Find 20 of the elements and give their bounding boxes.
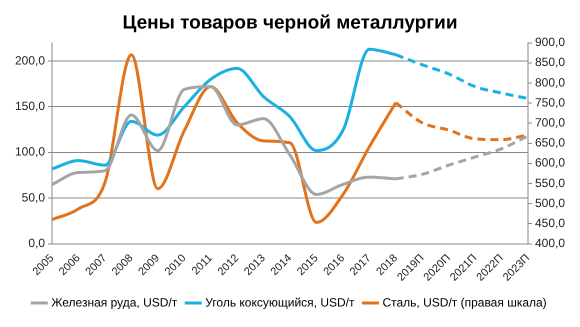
- y2-tick-label: 500,0: [534, 196, 566, 210]
- y2-tick-label: 550,0: [534, 176, 566, 190]
- y2-tick-label: 700,0: [534, 116, 566, 130]
- y-tick-label: 200,0: [15, 53, 46, 68]
- y2-tick-label: 800,0: [534, 75, 566, 90]
- y2-tick-label: 600,0: [534, 156, 566, 170]
- y2-tick-label: 850,0: [534, 55, 566, 70]
- y-tick-label: 0,0: [28, 236, 46, 250]
- y2-tick-label: 750,0: [534, 95, 566, 110]
- legend-label: Сталь, USD/т (правая шкала): [382, 295, 547, 310]
- y2-tick-label: 400,0: [534, 236, 566, 250]
- legend-label: Железная руда, USD/т: [51, 295, 178, 310]
- y-tick-label: 150,0: [15, 99, 46, 114]
- chart-title: Цены товаров черной металлургии: [122, 12, 458, 34]
- y-tick-label: 100,0: [15, 144, 46, 159]
- y2-tick-label: 650,0: [534, 136, 566, 150]
- legend-label: Уголь коксующийся, USD/т: [205, 295, 355, 310]
- y2-tick-label: 900,0: [534, 35, 566, 50]
- y2-tick-label: 450,0: [534, 216, 566, 230]
- y-tick-label: 50,0: [22, 190, 46, 204]
